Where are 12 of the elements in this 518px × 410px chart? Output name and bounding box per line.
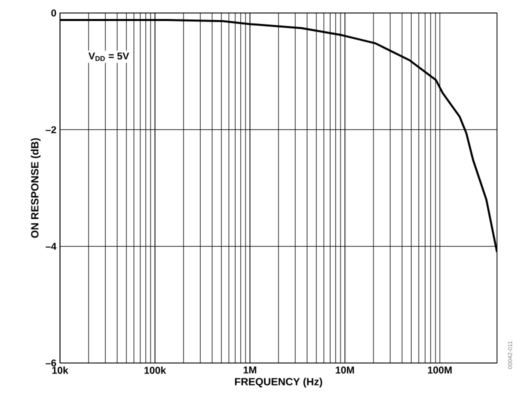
y-tick-label: 0 <box>51 9 56 17</box>
x-tick-label: 100k <box>144 366 166 374</box>
x-tick-label: 10M <box>336 366 354 374</box>
y-axis-title: ON RESPONSE (dB) <box>30 138 41 238</box>
x-axis-title: FREQUENCY (Hz) <box>235 378 322 388</box>
y-tick-label: –6 <box>46 359 56 367</box>
y-tick-label: –4 <box>46 242 56 250</box>
x-tick-label: 100M <box>428 366 452 374</box>
x-tick-label: 10k <box>52 366 68 374</box>
annotation: V$_{DD}$ = 5V <box>88 52 130 61</box>
y-tick-label: –2 <box>46 126 56 134</box>
x-tick-label: 1M <box>244 366 256 374</box>
